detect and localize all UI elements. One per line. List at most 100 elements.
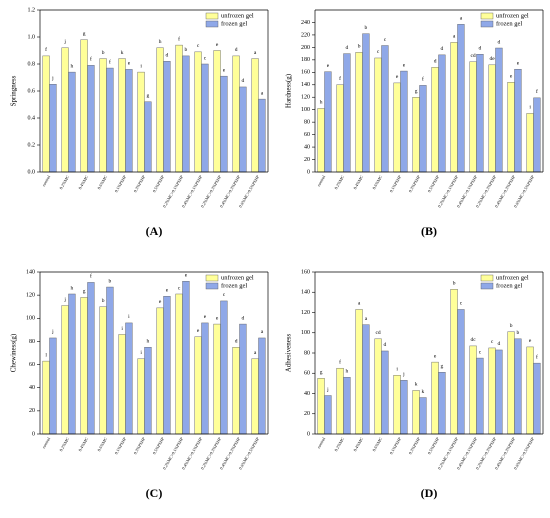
significance-letter: e xyxy=(216,42,219,48)
x-tick-label: 0.6%MC xyxy=(96,174,108,190)
bar xyxy=(42,55,50,173)
bar xyxy=(450,42,458,173)
bar xyxy=(438,372,446,435)
significance-letter: e xyxy=(216,315,219,321)
significance-letter: i xyxy=(128,314,130,320)
y-tick-label: 1.0 xyxy=(28,34,36,40)
bar xyxy=(317,108,325,173)
x-tick-label: 0.2%MC xyxy=(333,174,345,190)
bar xyxy=(514,68,522,173)
x-tick-label: 0.3%PSHP xyxy=(133,174,147,193)
legend-label: frozen gel xyxy=(221,282,247,289)
bar xyxy=(175,293,183,435)
legend-swatch xyxy=(205,12,219,20)
bar xyxy=(457,24,465,173)
bar xyxy=(68,293,76,435)
significance-letter: f xyxy=(422,76,424,83)
significance-letter: k xyxy=(415,382,418,388)
x-tick-label: 0.2%MC xyxy=(58,174,70,190)
significance-letter: g xyxy=(147,93,150,99)
bar xyxy=(450,289,458,435)
significance-letter: a xyxy=(358,301,361,307)
bar xyxy=(201,63,209,173)
bar xyxy=(317,378,325,435)
significance-letter: e xyxy=(396,74,399,80)
bar xyxy=(61,47,69,173)
x-tick-label: control xyxy=(41,174,52,187)
bar xyxy=(381,45,389,173)
significance-letter: d xyxy=(434,59,437,65)
bar xyxy=(469,345,477,435)
significance-letter: d xyxy=(441,46,444,52)
x-tick-label: 0.4%MC+0.1%PSHP xyxy=(456,436,479,471)
y-tick-label: 0.8 xyxy=(28,61,36,67)
y-tick-label: 0.2 xyxy=(28,142,36,148)
bar xyxy=(239,323,247,435)
significance-letter: j xyxy=(51,329,54,335)
bar xyxy=(258,337,266,435)
significance-letter: h xyxy=(320,100,323,106)
bar xyxy=(118,334,126,435)
bar xyxy=(514,338,522,435)
panel-label: (A) xyxy=(146,224,163,238)
bar xyxy=(488,347,496,435)
y-tick-label: 60 xyxy=(29,362,35,368)
significance-letter: d xyxy=(235,338,238,344)
bar xyxy=(125,69,133,173)
x-tick-label: 0.4%MC+0.3%PSHP xyxy=(494,174,517,209)
bar xyxy=(393,82,401,173)
significance-letter: c xyxy=(377,49,380,55)
significance-letter: h xyxy=(159,39,162,45)
x-tick-label: 0.5%PSHP xyxy=(427,436,441,455)
x-tick-label: 0.2%MC+0.1%PSHP xyxy=(437,436,460,471)
legend-label: unfrozen gel xyxy=(496,274,529,281)
x-tick-label: 0.6%MC xyxy=(371,436,383,452)
legend-swatch xyxy=(205,20,219,28)
y-tick-label: 120 xyxy=(301,95,310,101)
significance-letter: b xyxy=(185,47,188,53)
y-tick-label: 1.2 xyxy=(28,7,36,13)
significance-letter: b xyxy=(109,278,112,284)
bar xyxy=(507,82,515,173)
significance-letter: e xyxy=(517,60,520,66)
significance-letter: cd xyxy=(375,330,380,336)
y-tick-label: 0.4 xyxy=(28,115,36,121)
y-tick-label: 80 xyxy=(29,339,35,345)
bar xyxy=(220,75,228,173)
y-axis-label: Chewiness(g) xyxy=(10,333,18,372)
bar xyxy=(144,347,152,435)
x-tick-label: 0.1%PSHP xyxy=(114,436,128,455)
significance-letter: e xyxy=(223,67,226,73)
x-tick-label: 0.2%MC+0.3%PSHP xyxy=(200,436,223,471)
bar xyxy=(469,61,477,173)
bar xyxy=(526,346,534,435)
significance-letter: f xyxy=(178,35,180,42)
bar xyxy=(457,309,465,435)
bar xyxy=(49,337,57,435)
bar xyxy=(213,50,221,173)
bar xyxy=(336,84,344,173)
significance-letter: h xyxy=(147,338,150,344)
significance-letter: f xyxy=(90,56,92,63)
x-tick-label: 0.6%MC+0.5%PSHP xyxy=(238,436,261,471)
bar xyxy=(99,58,107,173)
significance-letter: j xyxy=(63,297,66,303)
x-tick-label: 0.6%MC+0.5%PSHP xyxy=(238,174,261,209)
bar xyxy=(362,33,370,173)
x-tick-label: 0.2%MC+0.1%PSHP xyxy=(162,436,185,471)
significance-letter: e xyxy=(510,74,513,80)
bar xyxy=(118,58,126,173)
bar xyxy=(419,85,427,173)
legend-label: frozen gel xyxy=(496,282,522,289)
x-tick-label: 0.4%MC+0.3%PSHP xyxy=(219,174,242,209)
x-tick-label: 0.4%MC+0.1%PSHP xyxy=(181,436,204,471)
y-tick-label: 180 xyxy=(301,57,310,63)
x-tick-label: 0.6%MC+0.5%PSHP xyxy=(513,174,536,209)
significance-letter: a xyxy=(365,316,368,322)
bar xyxy=(175,44,183,173)
significance-letter: f xyxy=(109,58,111,65)
significance-letter: d xyxy=(242,78,245,84)
significance-letter: a xyxy=(254,50,257,56)
significance-letter: b xyxy=(453,280,456,286)
